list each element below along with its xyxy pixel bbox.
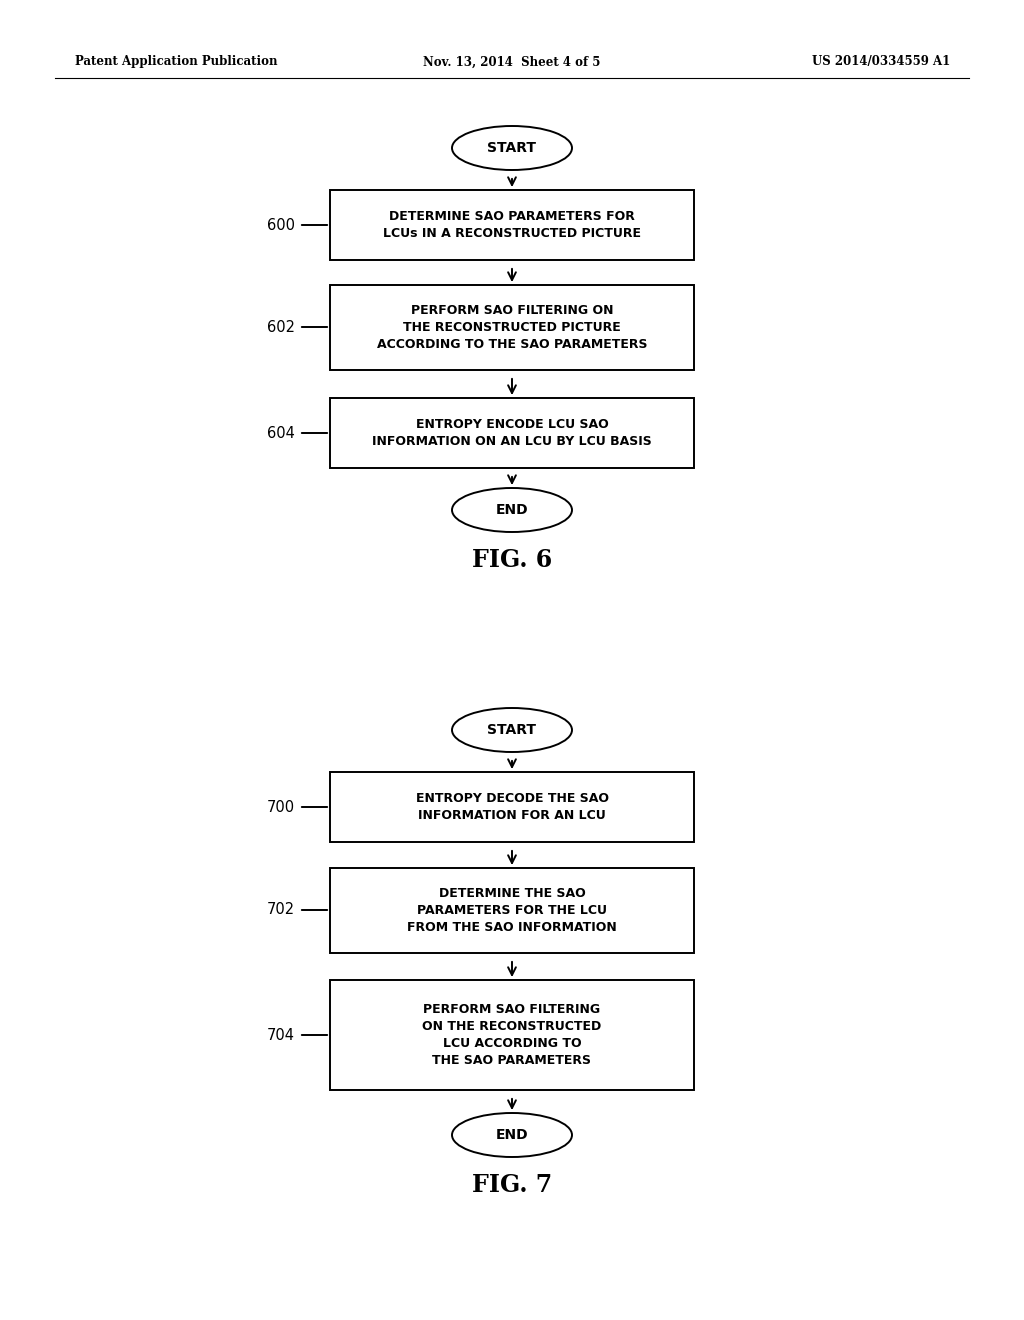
Ellipse shape xyxy=(452,488,572,532)
Text: END: END xyxy=(496,1129,528,1142)
Bar xyxy=(330,979,694,1090)
Bar xyxy=(330,285,694,370)
Text: ENTROPY DECODE THE SAO
INFORMATION FOR AN LCU: ENTROPY DECODE THE SAO INFORMATION FOR A… xyxy=(416,792,608,822)
Text: ENTROPY ENCODE LCU SAO
INFORMATION ON AN LCU BY LCU BASIS: ENTROPY ENCODE LCU SAO INFORMATION ON AN… xyxy=(372,418,652,447)
Text: END: END xyxy=(496,503,528,517)
Text: 604: 604 xyxy=(267,425,295,441)
Text: US 2014/0334559 A1: US 2014/0334559 A1 xyxy=(812,55,950,69)
Ellipse shape xyxy=(452,1113,572,1158)
Text: START: START xyxy=(487,723,537,737)
Text: DETERMINE THE SAO
PARAMETERS FOR THE LCU
FROM THE SAO INFORMATION: DETERMINE THE SAO PARAMETERS FOR THE LCU… xyxy=(408,887,616,935)
Ellipse shape xyxy=(452,708,572,752)
Text: 600: 600 xyxy=(267,218,295,232)
Text: FIG. 7: FIG. 7 xyxy=(472,1173,552,1197)
Bar xyxy=(330,399,694,469)
Text: 602: 602 xyxy=(267,319,295,334)
Text: PERFORM SAO FILTERING
ON THE RECONSTRUCTED
LCU ACCORDING TO
THE SAO PARAMETERS: PERFORM SAO FILTERING ON THE RECONSTRUCT… xyxy=(422,1003,602,1067)
Text: PERFORM SAO FILTERING ON
THE RECONSTRUCTED PICTURE
ACCORDING TO THE SAO PARAMETE: PERFORM SAO FILTERING ON THE RECONSTRUCT… xyxy=(377,304,647,351)
Text: 702: 702 xyxy=(267,903,295,917)
Text: 700: 700 xyxy=(267,800,295,814)
Text: 704: 704 xyxy=(267,1027,295,1043)
Ellipse shape xyxy=(452,125,572,170)
Bar xyxy=(330,869,694,953)
Text: START: START xyxy=(487,141,537,154)
Bar xyxy=(330,772,694,842)
Text: FIG. 6: FIG. 6 xyxy=(472,548,552,572)
Text: Patent Application Publication: Patent Application Publication xyxy=(75,55,278,69)
Text: Nov. 13, 2014  Sheet 4 of 5: Nov. 13, 2014 Sheet 4 of 5 xyxy=(423,55,601,69)
Text: DETERMINE SAO PARAMETERS FOR
LCUs IN A RECONSTRUCTED PICTURE: DETERMINE SAO PARAMETERS FOR LCUs IN A R… xyxy=(383,210,641,240)
Bar xyxy=(330,190,694,260)
